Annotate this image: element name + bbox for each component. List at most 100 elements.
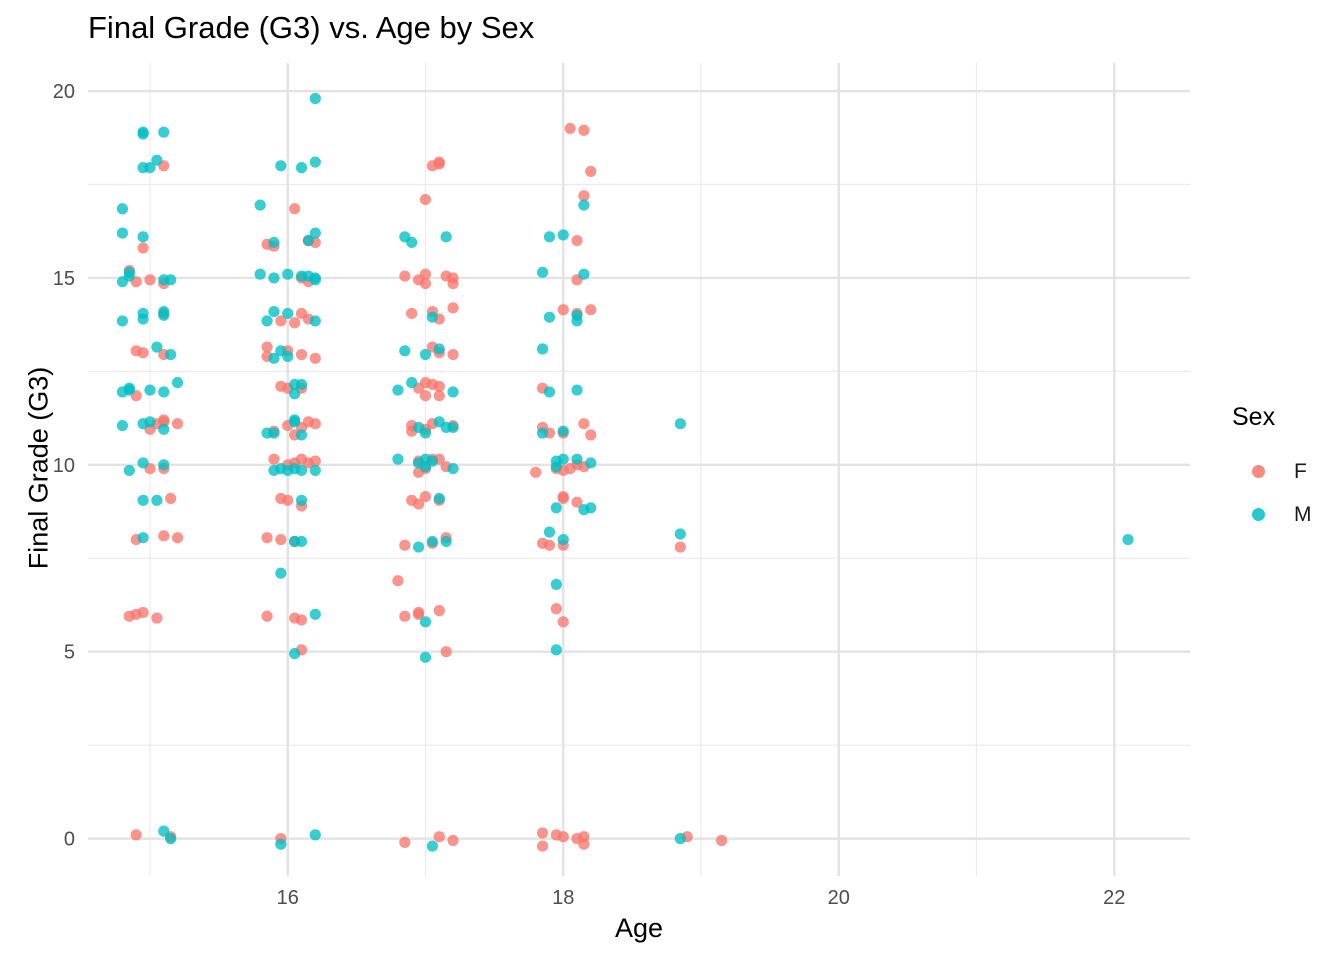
point-m [295,535,308,548]
point-m [309,92,321,105]
point-m [268,305,280,318]
y-tick-label: 5 [64,642,75,664]
point-f [419,390,432,402]
point-m [151,341,163,353]
point-m [295,162,308,174]
point-m [536,266,549,278]
point-m [447,462,459,475]
point-m [144,416,156,428]
x-axis-label: Age [614,913,664,943]
point-m [289,647,301,660]
point-f [289,317,301,329]
point-m [165,833,177,845]
point-m [557,425,569,437]
point-m [571,384,583,396]
point-m [433,492,445,505]
point-f [399,836,411,848]
point-f [557,831,569,843]
point-f [433,380,445,392]
point-m [440,535,452,548]
point-m [543,386,556,398]
point-f [571,234,583,247]
point-m [144,384,156,396]
point-m [585,457,597,469]
point-m [137,307,149,320]
point-m [282,268,294,280]
point-m [295,378,308,391]
data-points [116,92,1134,852]
point-f [557,616,569,628]
point-f [261,532,273,544]
point-f [550,603,562,615]
point-m [543,311,556,323]
point-m [275,838,287,850]
legend-item-f: F [1232,450,1312,493]
point-f [433,831,445,843]
point-m [1122,533,1134,546]
point-f [578,838,590,850]
point-m [116,315,129,327]
point-m [571,453,583,465]
point-f [151,612,163,624]
point-f [130,829,142,841]
point-f [433,156,445,168]
point-m [419,427,432,439]
point-m [550,502,562,514]
y-axis-label: Final Grade (G3) [23,366,54,570]
point-f [578,190,590,202]
point-f [543,539,556,551]
point-m [571,309,583,321]
point-m [123,464,135,477]
point-m [137,532,149,544]
point-f [433,605,445,617]
point-m [116,227,129,239]
point-m [406,376,418,389]
point-m [254,199,266,211]
point-m [536,427,549,439]
point-m [123,266,135,278]
point-f [309,418,321,430]
point-m [123,384,135,396]
point-m [309,608,321,620]
point-f [399,539,411,551]
point-m [151,494,163,506]
point-m [302,234,314,247]
legend-label-f: F [1294,459,1307,483]
point-f [419,193,432,206]
point-m [426,311,438,323]
point-f [392,575,404,587]
point-m [151,154,163,166]
point-f [536,827,549,839]
point-f [399,270,411,282]
point-m [419,651,432,663]
point-f [674,541,686,553]
point-m [137,231,149,243]
point-f [585,304,597,316]
point-m [557,453,569,465]
legend: Sex F M [1232,403,1312,536]
point-f [571,496,583,508]
point-f [158,530,170,542]
point-m [144,162,156,174]
point-f [275,315,287,327]
legend-item-m: M [1232,493,1312,536]
point-m [419,616,432,628]
point-m [674,833,686,845]
point-m [268,427,280,439]
point-f [530,466,542,478]
point-f [440,646,452,658]
point-m [282,350,294,363]
point-f [433,390,445,402]
point-f [413,606,425,619]
point-m [158,309,170,321]
point-m [309,315,321,327]
point-f [275,533,287,546]
point-f [399,610,411,622]
point-m [268,236,280,249]
point-m [419,461,432,473]
point-m [268,352,280,364]
point-f [137,606,149,619]
point-f [261,341,273,353]
point-m [309,156,321,168]
point-f [578,418,590,430]
